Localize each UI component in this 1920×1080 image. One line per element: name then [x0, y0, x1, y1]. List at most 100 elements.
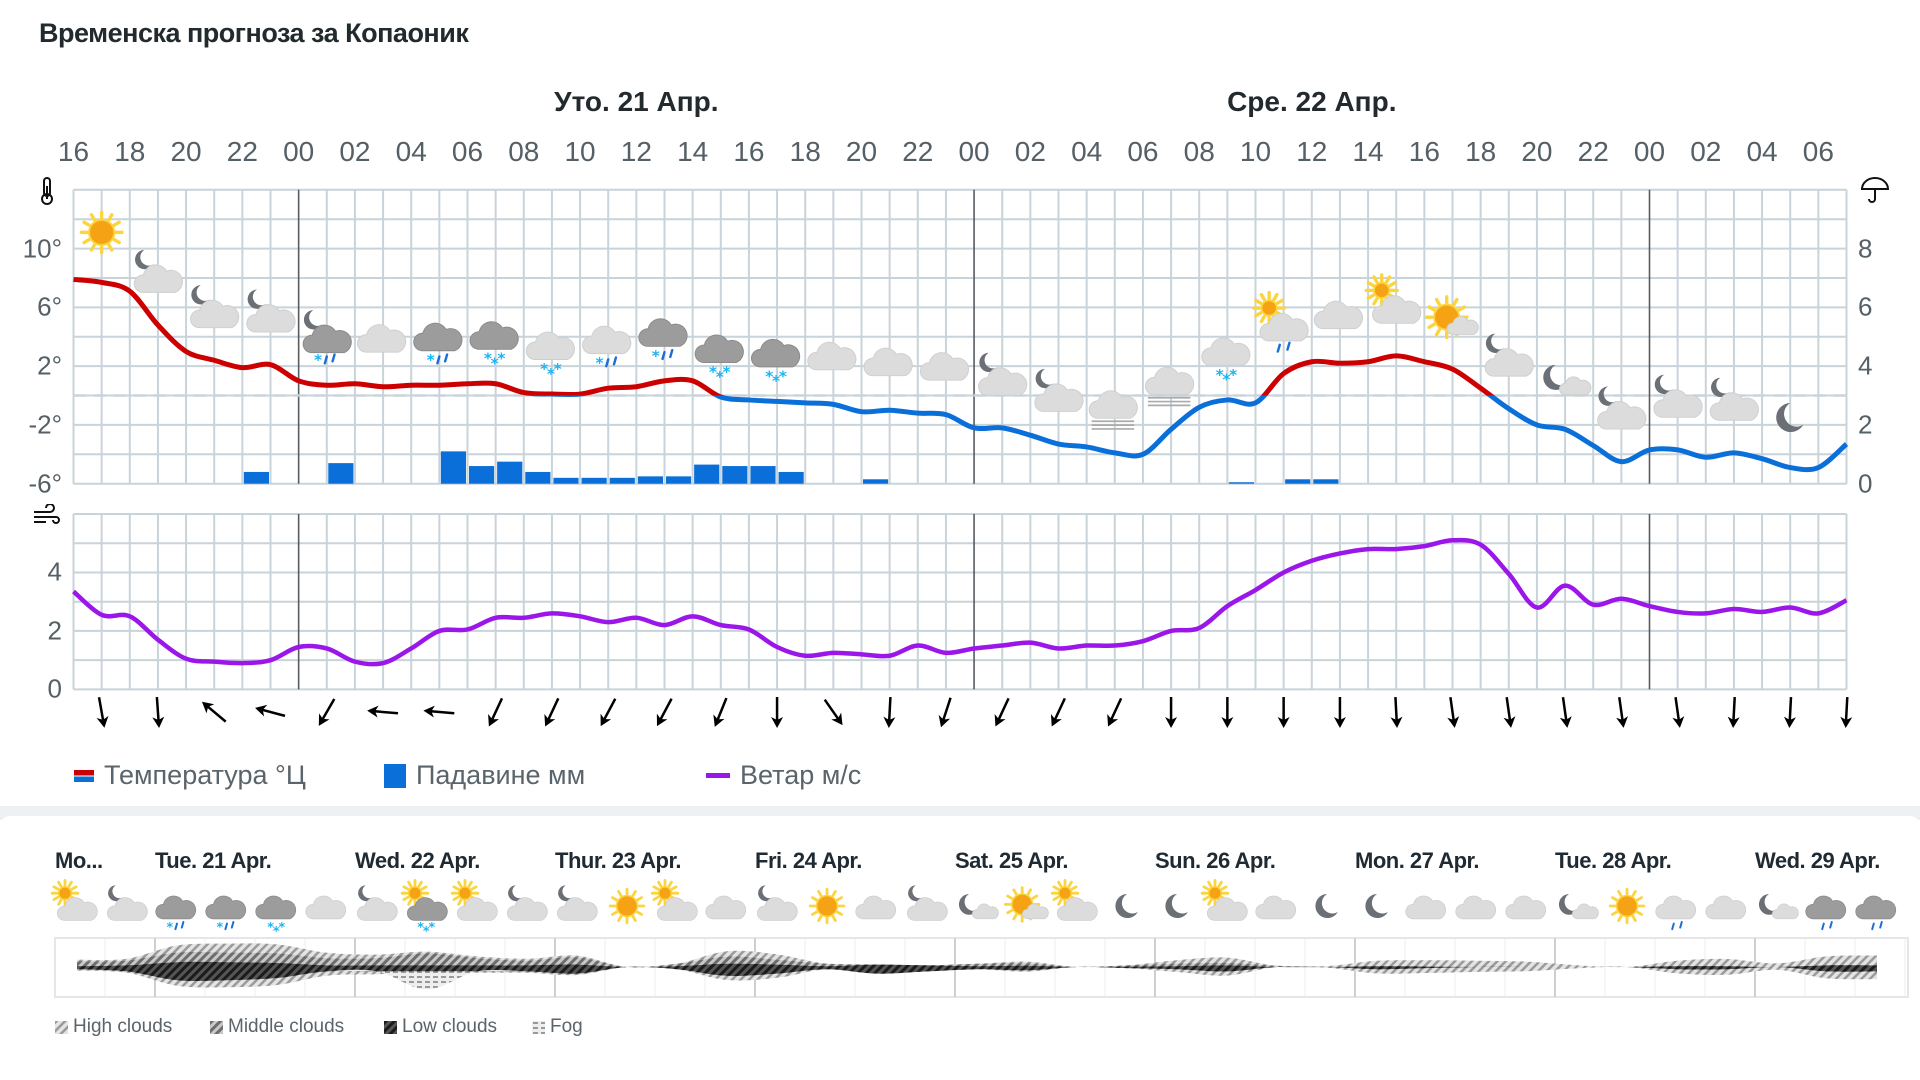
sun-ray	[82, 220, 91, 227]
cloud-icon	[107, 897, 148, 921]
arrow-head	[831, 712, 843, 726]
fog-area	[77, 966, 1877, 990]
outlook-icon-moon-small-cloud	[1558, 894, 1599, 920]
wind-icon	[32, 503, 60, 535]
cloud-icon	[863, 347, 913, 377]
legend-label: Fog	[550, 1016, 583, 1037]
outlook-day-label: Wed. 29 Apr.	[1755, 848, 1880, 873]
sun-ray	[652, 895, 660, 902]
sun-ray	[1006, 894, 1014, 900]
sun-ray	[52, 895, 60, 902]
outlook-icon-sun-cloud	[50, 878, 98, 921]
sun-icon	[57, 886, 73, 901]
outlook-icon-moon-cloud	[557, 885, 598, 921]
wind-swatch	[706, 773, 730, 778]
snowflake-icon: *	[216, 920, 223, 935]
snowflake-icon: *	[497, 350, 505, 368]
precipitation-bar	[1228, 482, 1254, 484]
arrow-head	[96, 715, 109, 728]
moon-icon	[247, 289, 266, 309]
weather-icon-cloud-dark: * **	[694, 334, 744, 386]
hour-label: 22	[226, 136, 258, 167]
moon-icon	[135, 249, 154, 270]
low-clouds-area	[77, 961, 1877, 981]
weather-icon-cloud-dark: *	[413, 322, 463, 369]
hour-label: 20	[170, 136, 202, 167]
outlook-day-label: Mon. 27 Apr.	[1355, 848, 1479, 873]
wind-arrow-icon	[96, 697, 109, 728]
hour-label: 04	[1746, 136, 1778, 167]
precipitation-tick-label: 8	[1858, 233, 1873, 264]
snowflake-icon: *	[652, 347, 660, 365]
outlook-icon-cloud	[1405, 895, 1447, 920]
sun-ray	[402, 885, 410, 891]
wind-arrow-icon	[544, 697, 560, 727]
sun-ray	[407, 898, 413, 906]
sun-ray	[631, 890, 637, 898]
dark-cloud-icon	[469, 321, 519, 350]
precipitation-bar	[609, 477, 635, 484]
sun-ray	[1631, 914, 1637, 922]
legend-precipitation[interactable]: Падавине мм	[384, 760, 585, 791]
hour-label: 10	[564, 136, 596, 167]
sun-ray	[1384, 275, 1392, 284]
weather-icon-cloud	[863, 347, 913, 377]
moon-icon	[1758, 894, 1779, 915]
day-header: Уто. 21 Апр.	[554, 86, 719, 117]
snowflake-icon: *	[423, 924, 430, 939]
snowflake-icon: *	[427, 351, 435, 369]
hour-label: 00	[1633, 136, 1666, 167]
arrow-head	[201, 701, 215, 714]
weather-icon-moon-cloud	[1034, 368, 1084, 412]
sun-ray	[631, 914, 637, 922]
raindrop-icon	[443, 353, 449, 363]
cloud-icon	[57, 897, 98, 921]
precipitation-bar	[637, 476, 663, 484]
cloud-icon	[1484, 348, 1534, 377]
raindrop-icon	[331, 353, 336, 363]
arrow-head	[1727, 716, 1740, 728]
cloud-icon	[807, 341, 857, 371]
cloud-icon	[972, 903, 999, 920]
outlook-icon-moon-small-cloud	[1758, 894, 1799, 920]
moon-icon	[558, 885, 573, 902]
sun-ray	[831, 890, 837, 898]
wind-arrow-icon	[201, 701, 227, 723]
sun-ray	[1427, 305, 1436, 312]
moon-icon	[1165, 894, 1188, 918]
legend-wind[interactable]: Ветар м/с	[706, 760, 861, 791]
outlook-icon-moon	[1315, 894, 1338, 918]
snowflake-icon: *	[278, 920, 285, 935]
legend-low-clouds: Low clouds	[384, 1016, 497, 1038]
outlook-day-label: Sun. 26 Apr.	[1155, 848, 1276, 873]
hour-label: 02	[1014, 136, 1046, 167]
outlook-icon-sun-cloud	[1050, 878, 1098, 921]
legend-fog: Fog	[532, 1016, 583, 1038]
outlook-icon-cloud	[855, 895, 897, 920]
outlook-icon-cloud	[1705, 895, 1747, 920]
legend-temperature[interactable]: Температура °Ц	[74, 760, 306, 791]
weather-icon-moon-cloud	[133, 249, 183, 293]
snowflake-icon: *	[166, 920, 173, 935]
cloud-icon	[1034, 383, 1084, 412]
sun-ray	[470, 885, 478, 891]
wind-arrow-icon	[152, 696, 165, 728]
raindrop-icon	[1821, 922, 1825, 931]
arrow-shaft	[320, 698, 336, 722]
wind-arrow-icon	[1050, 697, 1066, 727]
sun-ray	[1207, 880, 1213, 888]
precipitation-bar	[525, 471, 551, 484]
outlook-icon-moon-cloud	[757, 885, 798, 921]
sun-ray	[112, 237, 121, 245]
moon-icon	[508, 885, 523, 902]
sun-ray	[112, 220, 121, 227]
outlook-day-label: Thur. 23 Apr.	[555, 848, 681, 873]
wind-arrow-icon	[994, 697, 1010, 727]
snowflake-icon: *	[540, 360, 548, 378]
sun-ray	[420, 885, 428, 891]
sun-icon	[1207, 886, 1223, 901]
outlook-day-label: Tue. 21 Apr.	[155, 848, 272, 873]
snowflake-icon: *	[1216, 366, 1224, 384]
arrow-shaft	[1505, 696, 1512, 723]
arrow-head	[1447, 716, 1460, 728]
